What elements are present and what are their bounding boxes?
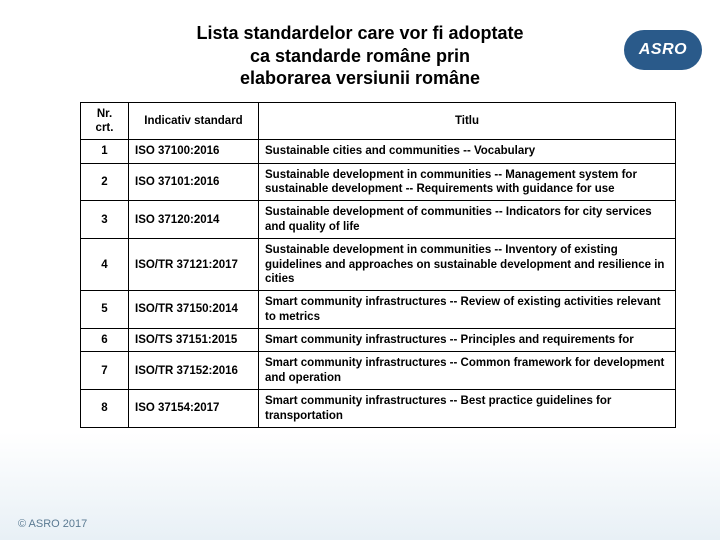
cell-indicativ: ISO 37120:2014: [129, 201, 259, 239]
cell-indicativ: ISO 37101:2016: [129, 163, 259, 201]
cell-nr: 2: [81, 163, 129, 201]
table-row: 7ISO/TR 37152:2016Smart community infras…: [81, 352, 676, 390]
footer-copyright: © ASRO 2017: [18, 518, 87, 530]
cell-titlu: Sustainable development in communities -…: [259, 239, 676, 291]
standards-table-wrap: Nr. crt. Indicativ standard Titlu 1ISO 3…: [0, 102, 720, 428]
cell-titlu: Smart community infrastructures -- Revie…: [259, 291, 676, 329]
cell-indicativ: ISO/TR 37121:2017: [129, 239, 259, 291]
table-row: 3ISO 37120:2014Sustainable development o…: [81, 201, 676, 239]
title-line-1: Lista standardelor care vor fi adoptate: [196, 23, 523, 43]
col-nr-header: Nr. crt.: [81, 102, 129, 140]
cell-indicativ: ISO/TS 37151:2015: [129, 329, 259, 352]
standards-table: Nr. crt. Indicativ standard Titlu 1ISO 3…: [80, 102, 676, 428]
cell-nr: 7: [81, 352, 129, 390]
cell-titlu: Sustainable cities and communities -- Vo…: [259, 140, 676, 163]
cell-titlu: Smart community infrastructures -- Best …: [259, 390, 676, 428]
table-row: 2ISO 37101:2016Sustainable development i…: [81, 163, 676, 201]
table-row: 1ISO 37100:2016Sustainable cities and co…: [81, 140, 676, 163]
cell-nr: 8: [81, 390, 129, 428]
col-indicativ-header: Indicativ standard: [129, 102, 259, 140]
title-line-2: ca standarde române prin: [250, 46, 470, 66]
title-line-3: elaborarea versiunii române: [240, 68, 480, 88]
cell-indicativ: ISO/TR 37152:2016: [129, 352, 259, 390]
table-row: 8ISO 37154:2017Smart community infrastru…: [81, 390, 676, 428]
cell-indicativ: ISO/TR 37150:2014: [129, 291, 259, 329]
cell-indicativ: ISO 37154:2017: [129, 390, 259, 428]
table-row: 4ISO/TR 37121:2017Sustainable developmen…: [81, 239, 676, 291]
cell-nr: 6: [81, 329, 129, 352]
cell-nr: 3: [81, 201, 129, 239]
cell-nr: 1: [81, 140, 129, 163]
cell-nr: 5: [81, 291, 129, 329]
table-row: 6ISO/TS 37151:2015Smart community infras…: [81, 329, 676, 352]
cell-nr: 4: [81, 239, 129, 291]
cell-indicativ: ISO 37100:2016: [129, 140, 259, 163]
table-row: 5ISO/TR 37150:2014Smart community infras…: [81, 291, 676, 329]
cell-titlu: Smart community infrastructures -- Princ…: [259, 329, 676, 352]
cell-titlu: Sustainable development in communities -…: [259, 163, 676, 201]
table-header-row: Nr. crt. Indicativ standard Titlu: [81, 102, 676, 140]
asro-logo: ASRO: [624, 30, 702, 70]
cell-titlu: Smart community infrastructures -- Commo…: [259, 352, 676, 390]
col-titlu-header: Titlu: [259, 102, 676, 140]
page-title: Lista standardelor care vor fi adoptate …: [0, 0, 720, 102]
cell-titlu: Sustainable development of communities -…: [259, 201, 676, 239]
